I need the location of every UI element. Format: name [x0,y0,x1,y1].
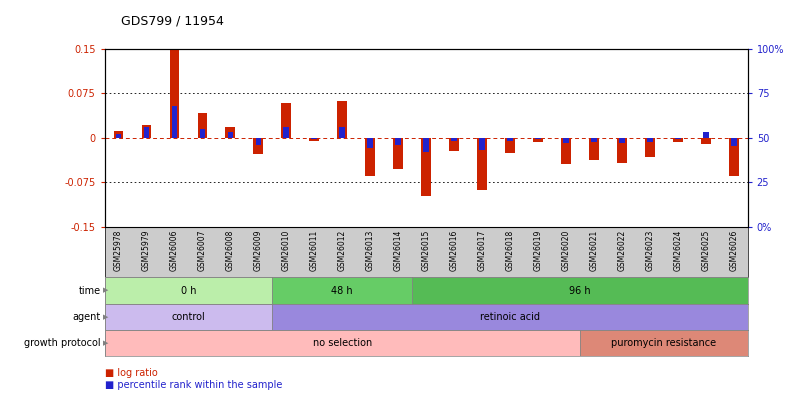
Text: time: time [78,286,100,296]
Text: growth protocol: growth protocol [24,338,100,348]
Text: GSM26024: GSM26024 [672,229,682,271]
Bar [412,277,747,304]
Bar [393,138,402,168]
Bar [272,304,747,330]
Bar [281,103,291,138]
Bar [728,138,738,176]
Bar [337,101,347,138]
Text: GSM26018: GSM26018 [505,229,514,271]
Bar [367,138,373,148]
Bar [104,277,272,304]
Text: GSM26025: GSM26025 [700,229,709,271]
Text: ▶: ▶ [103,340,108,346]
Text: GSM26006: GSM26006 [169,229,179,271]
Bar [283,127,289,138]
Text: control: control [171,312,205,322]
Text: ▶: ▶ [103,288,108,294]
Text: 96 h: 96 h [569,286,590,296]
Text: GSM26007: GSM26007 [198,229,206,271]
Text: ■ percentile rank within the sample: ■ percentile rank within the sample [104,380,282,390]
Bar [504,138,514,153]
Text: GSM26008: GSM26008 [226,229,234,271]
Bar [730,138,736,146]
Text: GSM26010: GSM26010 [281,229,291,271]
Bar [618,138,624,143]
Bar [672,138,682,143]
Bar [700,138,710,144]
Bar [646,138,652,142]
Text: puromycin resistance: puromycin resistance [610,338,715,348]
Bar [225,127,235,138]
Bar [227,132,233,138]
Bar [562,138,568,143]
Bar [309,138,319,141]
Bar [365,138,375,176]
Bar [675,138,680,139]
Bar [199,129,205,138]
Bar [450,138,456,141]
Bar [532,138,542,143]
Text: GSM26019: GSM26019 [533,229,542,271]
Bar [616,138,626,163]
Text: agent: agent [72,312,100,322]
Bar [644,138,654,157]
Bar [479,138,484,150]
Bar [104,330,579,356]
Text: 48 h: 48 h [331,286,353,296]
Bar [590,138,596,142]
Text: GSM26017: GSM26017 [477,229,486,271]
Text: GSM26020: GSM26020 [560,229,570,271]
Text: 0 h: 0 h [181,286,196,296]
Bar [272,277,412,304]
Text: GSM26009: GSM26009 [254,229,263,271]
Text: GSM26012: GSM26012 [337,229,346,271]
Text: GSM26014: GSM26014 [393,229,402,271]
Bar [449,138,459,151]
Text: GSM26023: GSM26023 [645,229,654,271]
Bar [104,304,272,330]
Text: GSM26021: GSM26021 [589,229,597,271]
Text: GSM26026: GSM26026 [728,229,737,271]
Bar [560,138,570,164]
Text: GDS799 / 11954: GDS799 / 11954 [120,14,223,27]
Bar [423,138,428,152]
Bar [113,130,123,138]
Bar [421,138,430,196]
Text: GSM25979: GSM25979 [142,229,151,271]
Bar [535,138,540,139]
Bar [589,138,598,160]
Bar [144,127,149,138]
Text: GSM26016: GSM26016 [449,229,458,271]
Bar [116,134,121,138]
Bar [255,138,261,145]
Text: GSM26022: GSM26022 [617,229,626,271]
Text: ■ log ratio: ■ log ratio [104,368,157,377]
Text: no selection: no selection [312,338,371,348]
Bar [339,127,344,138]
Bar [507,138,512,141]
Bar [579,330,747,356]
Text: retinoic acid: retinoic acid [479,312,540,322]
Bar [141,125,151,138]
Bar [198,113,207,138]
Bar [476,138,487,190]
Bar [171,106,177,138]
Bar [169,47,179,138]
Text: GSM26015: GSM26015 [421,229,430,271]
Bar [253,138,263,154]
Bar [311,138,316,139]
Text: GSM25978: GSM25978 [114,229,123,271]
Bar [395,138,401,145]
Bar [702,132,707,138]
Text: GSM26011: GSM26011 [309,229,318,271]
Text: ▶: ▶ [103,314,108,320]
Text: GSM26013: GSM26013 [365,229,374,271]
